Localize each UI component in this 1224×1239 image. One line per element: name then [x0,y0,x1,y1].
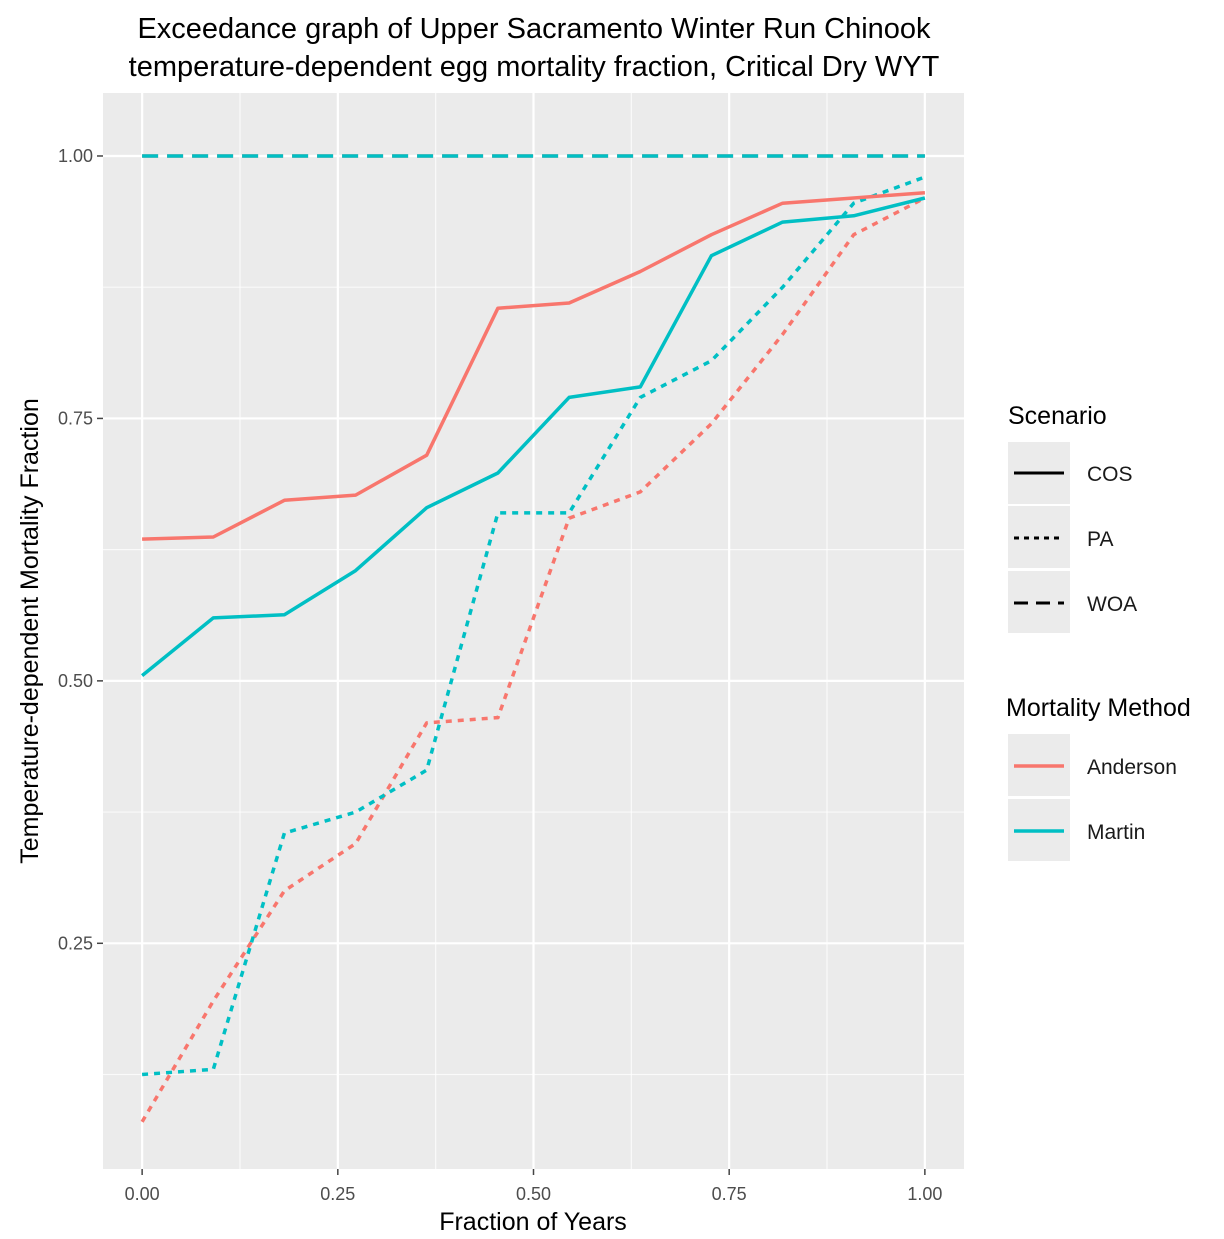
legend-label-cos: COS [1087,463,1133,486]
y-tick-label: 0.50 [58,671,93,691]
series-line-pa-anderson [140,196,926,1123]
x-tick-label: 0.25 [320,1184,355,1204]
legend-label-woa: WOA [1087,593,1137,616]
x-axis-title: Fraction of Years [439,1208,627,1234]
series-line-pa-martin [141,175,926,1077]
series-layer [140,154,926,1123]
grid-major [103,93,964,1169]
x-tick-label: 1.00 [907,1184,942,1204]
y-tick-label: 1.00 [58,146,93,166]
series-line-cos-martin [140,196,926,677]
chart-title-line-1: Exceedance graph of Upper Sacramento Win… [137,13,931,45]
legend-method: Mortality Method Anderson Martin [1006,694,1191,861]
y-tick-label: 0.25 [58,933,93,953]
legend-method-title: Mortality Method [1006,694,1191,722]
x-tick-label: 0.75 [712,1184,747,1204]
legend-scenario: Scenario COS PA WOA [1008,402,1137,633]
legend-label-pa: PA [1087,528,1113,551]
x-tick-label: 0.50 [516,1184,551,1204]
chart-title-line-2: temperature-dependent egg mortality frac… [129,51,940,83]
legend-label-martin: Martin [1087,821,1145,844]
y-axis-title: Temperature-dependent Mortality Fraction [16,398,44,864]
series-line-cos-anderson [142,190,926,541]
y-tick-label: 0.75 [58,408,93,428]
legend-scenario-title: Scenario [1008,402,1107,430]
legend-label-anderson: Anderson [1087,756,1177,779]
x-tick-label: 0.00 [125,1184,160,1204]
axis-ticks: 0.00 0.25 0.50 0.75 1.00 0.25 0.50 0.75 1.00 [58,146,942,1204]
